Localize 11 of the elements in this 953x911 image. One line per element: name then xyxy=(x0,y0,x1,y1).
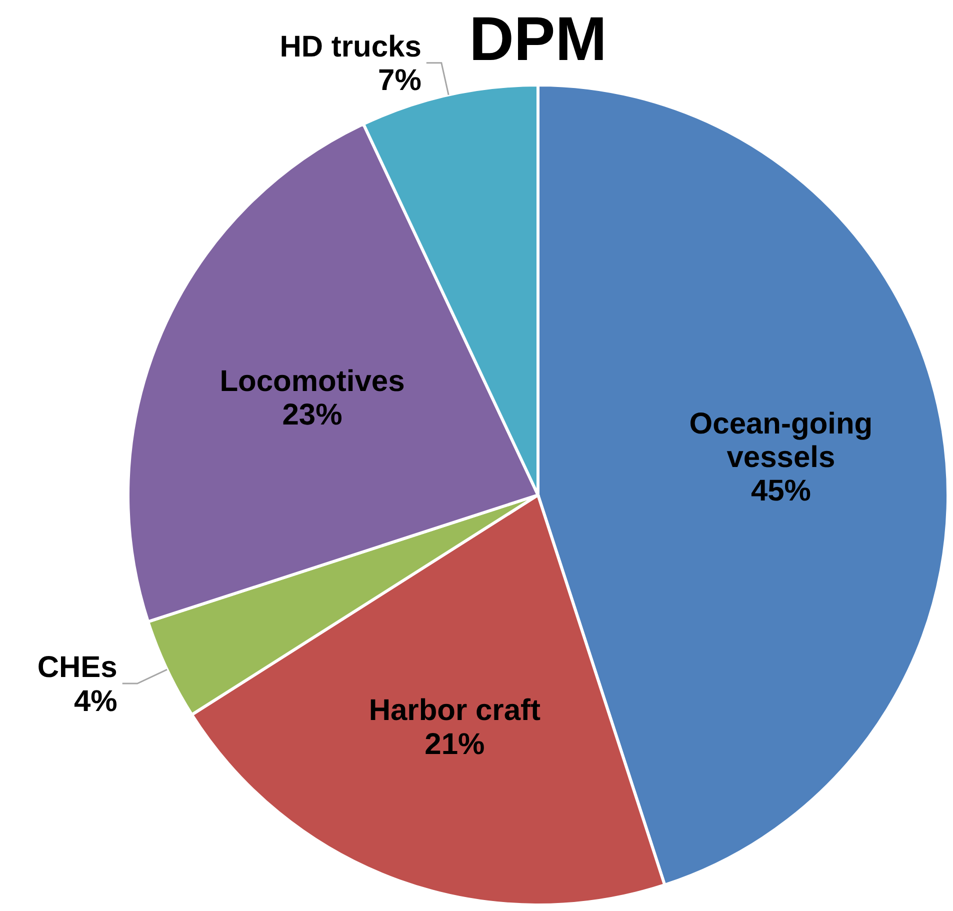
data-label: 45% xyxy=(750,474,811,508)
data-label: 21% xyxy=(424,728,485,761)
slice-label: Locomotives xyxy=(220,365,405,398)
data-label: 7% xyxy=(378,64,422,98)
slice-label: Harbor craft xyxy=(368,694,541,728)
slice-label: Ocean-going vessels xyxy=(689,407,873,474)
slice-label: CHEs xyxy=(37,651,118,684)
data-label: 23% xyxy=(282,398,342,432)
slice-label: HD trucks xyxy=(280,30,422,64)
data-label: 4% xyxy=(74,684,118,718)
chart-title: DPM xyxy=(469,5,607,74)
